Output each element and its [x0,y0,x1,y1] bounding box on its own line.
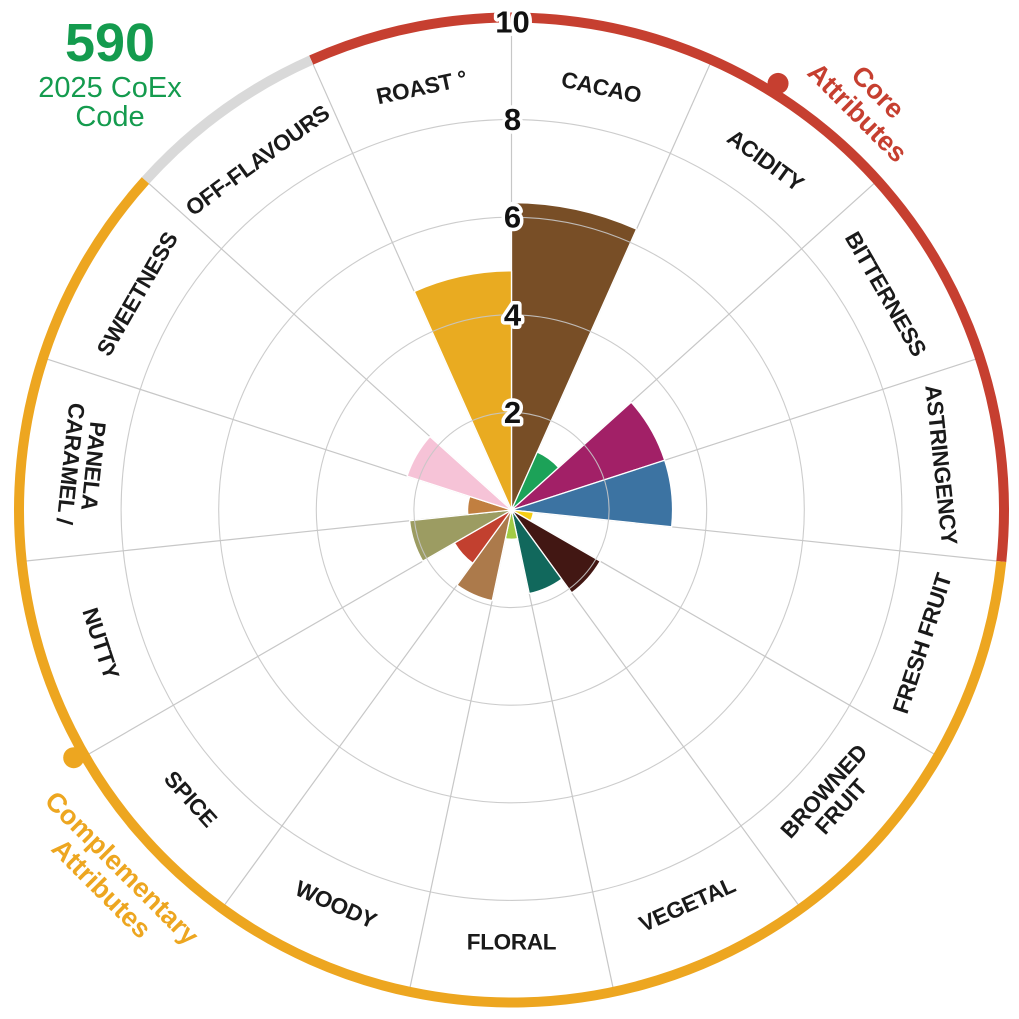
sector-label-roast: ROAST ° [374,66,469,110]
coex-code-block: 590 2025 CoEx Code [14,16,206,132]
wedge-layer [406,201,674,602]
sector-label-floral: FLORAL [467,930,557,955]
tick-label-8: 8 [504,102,521,137]
group-arc-core [309,12,1009,562]
sector-label-off-flavours: OFF-FLAVOURS [181,100,334,221]
wedge-vegetal [510,509,563,595]
sector-label-acidity: ACIDITY [723,125,809,197]
sector-label-vegetal: VEGETAL [635,872,739,937]
sector-label-woody: WOODY [291,876,380,934]
group-dot-complementary [63,747,85,769]
coex-code-number: 590 [64,13,156,73]
wedge-astringency [510,459,674,528]
ring-6 [218,216,805,804]
ring-4 [315,314,708,706]
sector-label-spice: SPICE [159,766,222,832]
group-arc-neutral [141,55,314,184]
ring-2 [413,411,610,609]
tick-label-4: 4 [504,297,522,332]
group-arc-complementary [14,177,1007,1008]
wedge-cacao [510,201,638,511]
ring-grid-lines [120,119,903,901]
sector-label-astringency: ASTRINGENCY [920,384,962,546]
wedge-roast [413,270,513,511]
wedge-nutty [408,509,513,562]
tick-label-2: 2 [504,395,521,430]
group-arc-layer [14,12,1009,1008]
sector-label-bitterness: BITTERNESS [840,227,932,361]
tick-label-10: 10 [495,5,529,40]
sector-label-nutty: NUTTY [77,605,124,683]
sector-label-caramel-panela: CARAMEL /PANELA [52,402,113,529]
group-dot-core [767,72,789,94]
tick-label-layer: 2 4 6 8 10 [492,1,533,433]
sector-label-sweetness: SWEETNESS [92,227,183,360]
wedge-sweetness [406,435,513,511]
sector-label-cacao: CACAO [559,67,643,108]
coex-code-label: 2025 CoEx Code [38,72,182,133]
tick-label-6: 6 [504,200,521,235]
wedge-woody [456,509,513,602]
ring-8 [120,119,903,901]
sector-label-fresh-fruit: FRESH FRUIT [888,570,957,717]
wedge-browned-fruit [510,509,601,594]
